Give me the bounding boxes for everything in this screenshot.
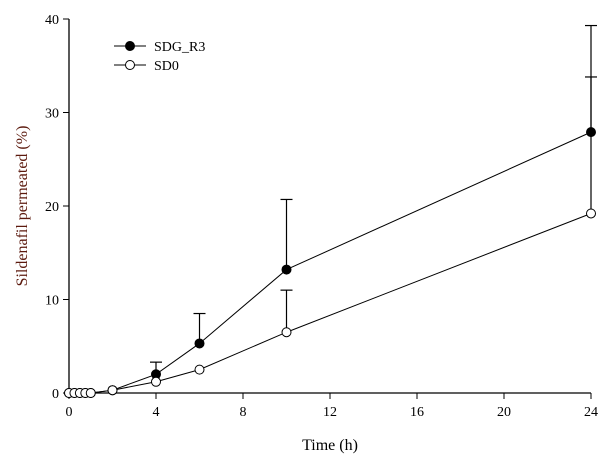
data-point: [281, 264, 292, 275]
data-point: [107, 385, 118, 396]
y-tick-label: 30: [45, 107, 59, 122]
legend-marker: [125, 60, 135, 70]
x-tick-label: 4: [153, 405, 160, 420]
y-tick-label: 20: [45, 200, 59, 215]
x-tick-label: 24: [584, 405, 598, 420]
x-axis-label: Time (h): [302, 437, 358, 454]
y-tick-label: 10: [45, 294, 59, 309]
y-tick-label: 40: [45, 13, 59, 28]
y-tick-label: 0: [52, 387, 59, 402]
data-point: [281, 327, 292, 338]
data-marks: [64, 24, 597, 398]
series-line: [69, 213, 592, 394]
data-point: [151, 376, 161, 387]
series-sd0: [64, 76, 597, 398]
series-line: [69, 131, 592, 394]
series-sdg-r3: [64, 24, 597, 398]
data-point: [586, 208, 596, 219]
legend-marker: [125, 41, 135, 51]
y-axis-label: Sildenafil permeated (%): [14, 126, 31, 287]
legend-label: SDG_R3: [154, 40, 205, 55]
legend-label: SD0: [154, 59, 179, 74]
legend: SDG_R3 SD0: [114, 40, 205, 74]
axes: 0 4 8 12 16 20 24 0 10 20 30 40: [45, 13, 598, 420]
x-tick-label: 20: [497, 405, 511, 420]
x-tick-label: 16: [410, 405, 424, 420]
x-tick-label: 0: [66, 405, 73, 420]
data-point: [194, 338, 205, 349]
data-point: [194, 364, 205, 375]
x-tick-label: 12: [323, 405, 337, 420]
data-point: [85, 388, 96, 398]
x-tick-label: 8: [240, 405, 247, 420]
